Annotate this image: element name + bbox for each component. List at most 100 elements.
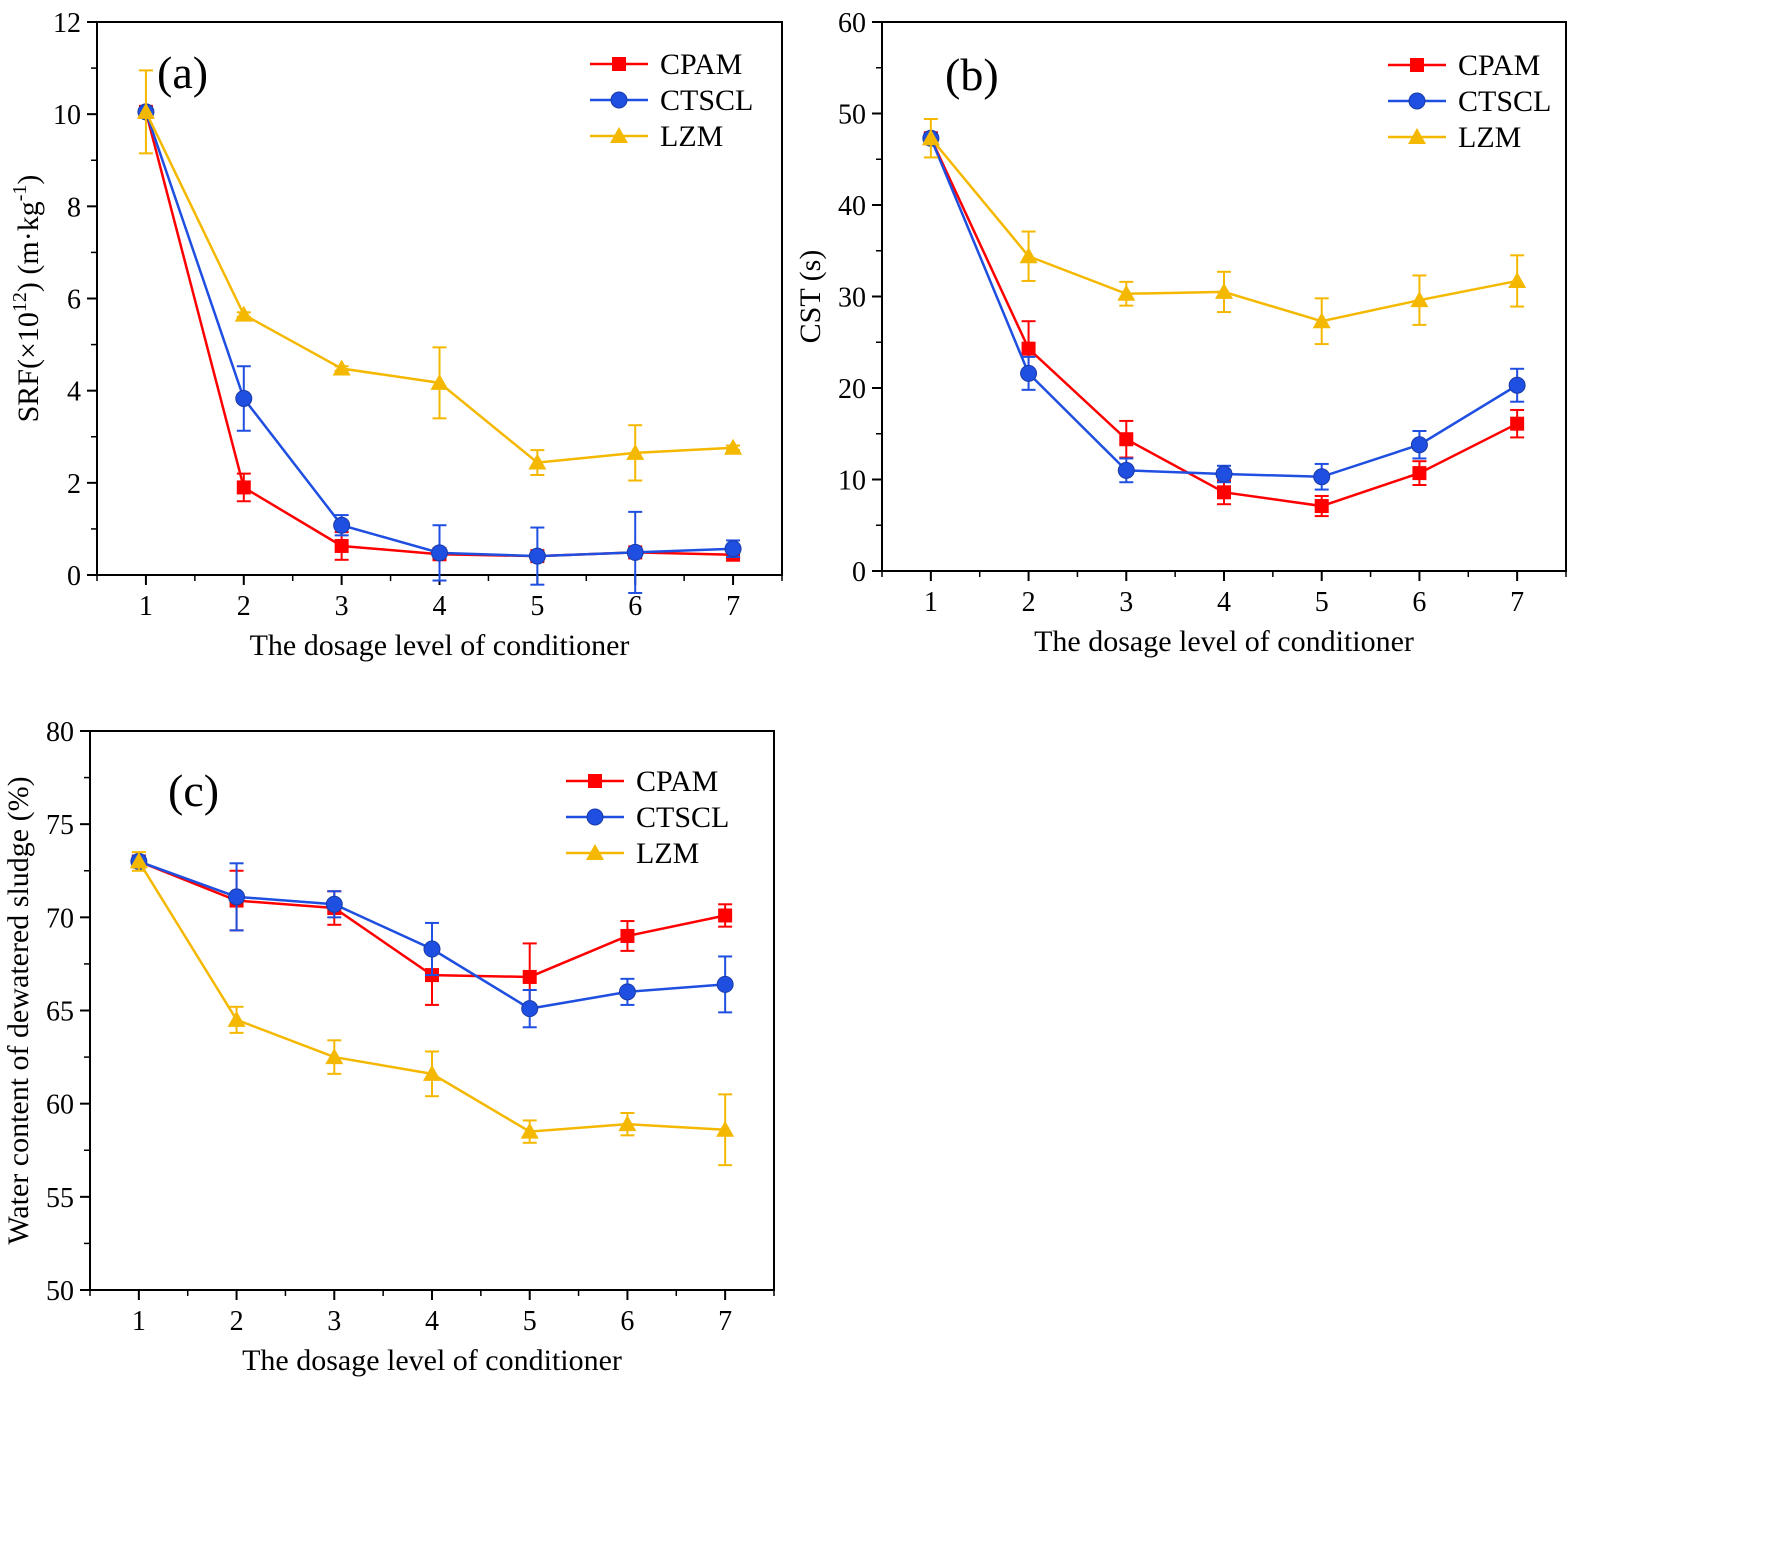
data-point (521, 1000, 539, 1018)
x-tick-label: 1 (139, 591, 153, 622)
legend-entry-ctscl: CTSCL (590, 84, 753, 117)
y-tick-label: 70 (46, 903, 74, 934)
data-point (235, 390, 253, 408)
legend-marker (610, 127, 628, 143)
legend-entry-lzm: LZM (590, 120, 723, 153)
x-tick-label: 2 (237, 591, 251, 622)
data-point (325, 1048, 344, 1065)
y-tick-label: 10 (838, 466, 866, 497)
legend-entry-lzm: LZM (1388, 121, 1521, 154)
data-point (333, 516, 351, 534)
legend-label: LZM (636, 837, 699, 870)
x-tick-label: 2 (230, 1306, 244, 1337)
y-tick-label: 10 (53, 100, 81, 131)
series-lzm (921, 117, 1527, 346)
legend-entry-cpam: CPAM (1388, 49, 1540, 82)
y-axis-title-part: ) (m·kg (12, 201, 45, 292)
data-point (334, 538, 349, 553)
y-tick-label: 55 (46, 1183, 74, 1214)
y-axis-title-part: SRF(×10 (12, 312, 45, 422)
y-tick-label: 50 (838, 100, 866, 131)
panel-label: (c) (168, 765, 219, 816)
data-point (1410, 291, 1429, 308)
data-point (332, 359, 351, 376)
y-tick-label: 0 (67, 561, 81, 592)
y-tick-label: 60 (838, 8, 866, 39)
legend-label: LZM (660, 120, 723, 153)
legend-label: CTSCL (636, 801, 729, 834)
data-point (724, 438, 743, 455)
x-tick-label: 5 (1315, 587, 1329, 618)
x-tick-label: 3 (335, 591, 349, 622)
data-point (528, 453, 547, 470)
y-tick-label: 20 (838, 374, 866, 405)
data-point (1412, 466, 1427, 481)
legend-label: CPAM (1458, 49, 1540, 82)
legend-marker (1410, 58, 1424, 72)
data-point (234, 305, 253, 322)
data-point (1119, 432, 1134, 447)
legend-marker (612, 57, 626, 71)
series-lzm (136, 69, 743, 482)
data-point (528, 547, 546, 565)
y-tick-label: 6 (67, 285, 81, 316)
x-tick-label: 1 (132, 1306, 146, 1337)
y-tick-label: 30 (838, 283, 866, 314)
series-line (929, 137, 1518, 508)
legend-label: LZM (1458, 121, 1521, 154)
legend-marker (1408, 128, 1426, 144)
legend-marker (588, 774, 602, 788)
data-point (227, 1010, 246, 1027)
data-point (1217, 485, 1231, 500)
chart-panel-c: 1 2 3 4 5 6 7 50 55 60 65 70 75 80 The dosage level of… (2, 717, 775, 1377)
y-tick-label: 0 (852, 557, 866, 588)
data-point (1410, 436, 1428, 454)
data-point (716, 1120, 735, 1137)
data-point (1117, 461, 1135, 479)
y-tick-label: 80 (46, 717, 74, 748)
y-tick-label: 60 (46, 1090, 74, 1121)
series-line (144, 111, 734, 558)
data-point (620, 928, 635, 943)
x-tick-label: 4 (433, 591, 447, 622)
legend-marker (610, 91, 628, 109)
legend-marker (586, 808, 604, 826)
data-point (1020, 364, 1038, 382)
series-cpam (138, 104, 741, 564)
y-tick-label: 65 (46, 997, 74, 1028)
y-tick-label: 75 (46, 810, 74, 841)
data-point (618, 983, 636, 1001)
y-axis-title-superscript: -1 (9, 185, 31, 202)
x-tick-label: 4 (425, 1306, 439, 1337)
series-cpam (923, 131, 1525, 518)
x-axis-title: The dosage level of conditioner (242, 1344, 622, 1377)
data-point (423, 1064, 441, 1081)
legend-label: CTSCL (660, 84, 753, 117)
legend-entry-ctscl: CTSCL (1388, 85, 1551, 118)
y-tick-label: 50 (46, 1276, 74, 1307)
data-point (522, 969, 537, 984)
data-point (1117, 284, 1136, 301)
y-tick-label: 8 (67, 192, 81, 223)
data-point (626, 443, 645, 460)
data-point (1215, 282, 1233, 299)
x-axis-title: The dosage level of conditioner (250, 629, 630, 662)
legend-marker (586, 844, 604, 860)
data-point (1508, 271, 1527, 288)
legend-entry-lzm: LZM (566, 837, 699, 870)
panel-label: (b) (945, 49, 999, 100)
legend-entry-cpam: CPAM (590, 48, 742, 81)
data-point (236, 480, 251, 495)
series-ctscl (130, 852, 734, 1029)
y-tick-label: 40 (838, 191, 866, 222)
x-tick-label: 7 (718, 1306, 732, 1337)
x-tick-label: 3 (327, 1306, 341, 1337)
data-point (325, 895, 343, 913)
x-tick-label: 5 (530, 591, 544, 622)
data-point (129, 852, 148, 869)
data-point (430, 373, 449, 390)
y-axis-title-superscript: 12 (9, 292, 31, 312)
x-tick-label: 1 (924, 587, 938, 618)
x-tick-label: 7 (1510, 587, 1524, 618)
